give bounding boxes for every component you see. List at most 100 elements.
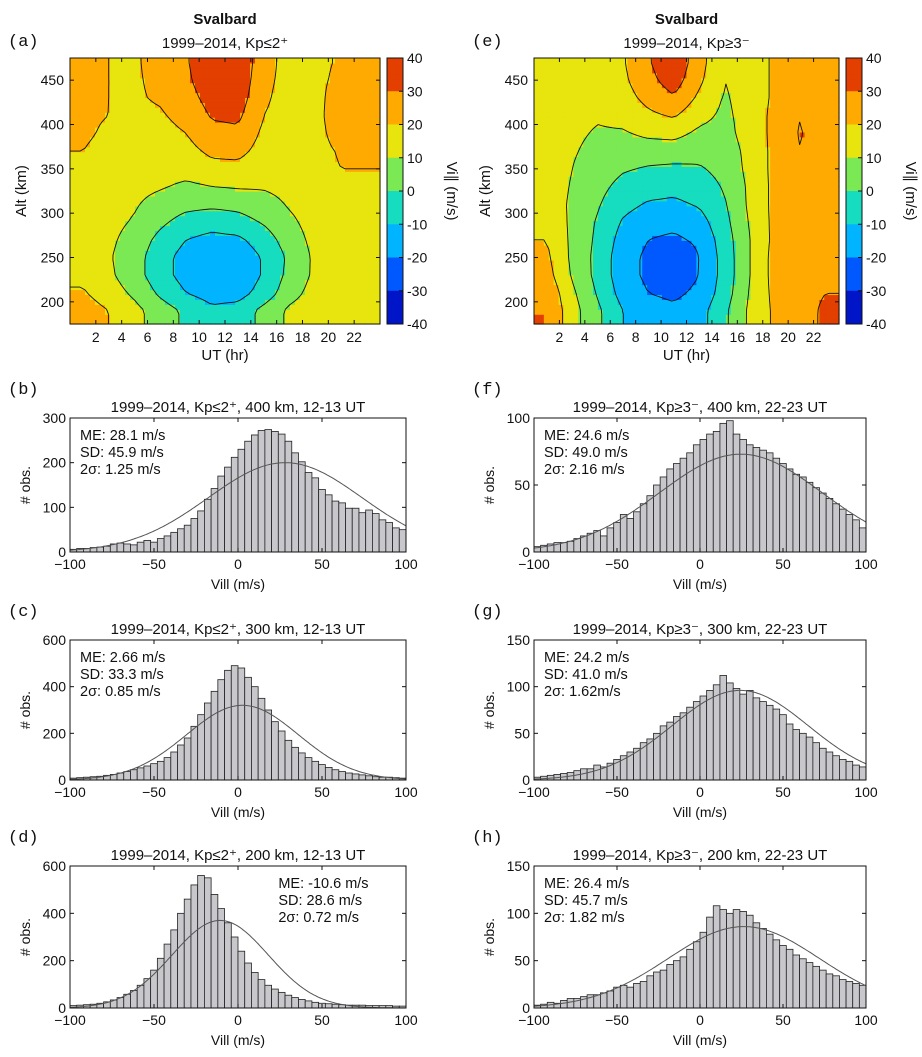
heatmap-cell — [120, 210, 126, 217]
heatmap-cell — [250, 67, 256, 74]
heatmap-cell — [320, 220, 326, 227]
heatmap-cell — [656, 279, 663, 286]
heatmap-cell — [100, 309, 106, 315]
heatmap-cell — [85, 259, 91, 266]
heatmap-cell — [365, 77, 371, 84]
heatmap-cell — [70, 136, 76, 143]
heatmap-cell — [270, 284, 276, 291]
heatmap-cell — [300, 245, 306, 251]
heatmap-cell — [240, 82, 246, 89]
heatmap-cell — [350, 240, 356, 246]
heatmap-cell — [175, 136, 181, 143]
heatmap-cell — [205, 319, 211, 325]
heatmap-cell — [305, 151, 311, 158]
heatmap-cell — [365, 240, 371, 246]
heatmap-cell — [320, 107, 326, 113]
heatmap-cell — [250, 166, 256, 172]
heatmap-cell — [155, 126, 161, 133]
heatmap-cell — [558, 294, 565, 300]
heatmap-cell — [647, 220, 653, 227]
heatmap-cell — [789, 225, 796, 232]
heatmap-cell — [165, 279, 171, 286]
heatmap-cell — [320, 92, 326, 99]
heatmap-cell — [350, 72, 356, 79]
heatmap-cell — [350, 112, 356, 118]
heatmap-cell — [140, 309, 146, 315]
heatmap-cell — [325, 274, 331, 281]
heatmap-cell — [80, 176, 86, 182]
heatmap-cell — [340, 107, 346, 113]
heatmap-cell — [696, 319, 702, 325]
heatmap-cell — [185, 264, 191, 271]
heatmap-cell — [740, 274, 747, 281]
heatmap-cell — [265, 58, 271, 64]
heatmap-cell — [270, 58, 276, 64]
heatmap-cell — [588, 319, 594, 325]
heatmap-cell — [235, 107, 241, 113]
heatmap-cell — [170, 309, 176, 315]
heatmap-cell — [195, 250, 201, 256]
heatmap-cell — [80, 215, 86, 222]
heatmap-cell — [335, 220, 341, 227]
heatmap-cell — [225, 161, 231, 167]
heatmap-cell — [330, 205, 336, 212]
heatmap-cell — [765, 294, 771, 300]
heatmap-cell — [80, 117, 86, 123]
heatmap-cell — [637, 210, 643, 217]
heatmap-cell — [125, 250, 131, 256]
heatmap-cell — [140, 141, 146, 148]
chart-title: Svalbard — [193, 11, 256, 28]
heatmap-cell — [553, 215, 560, 222]
heatmap-cell — [225, 186, 231, 192]
heatmap-cell — [75, 269, 81, 276]
heatmap-cell — [563, 240, 570, 246]
heatmap-cell — [105, 186, 111, 192]
heatmap-cell — [85, 235, 91, 241]
heatmap-cell — [100, 319, 106, 325]
heatmap-cell — [716, 264, 722, 271]
heatmap-cell — [95, 220, 101, 227]
heatmap-cell — [130, 62, 136, 69]
heatmap-cell — [647, 200, 653, 207]
heatmap-cell — [120, 274, 126, 281]
heatmap-cell — [285, 82, 291, 89]
heatmap-cell — [315, 235, 321, 241]
heatmap-cell — [195, 299, 201, 305]
heatmap-cell — [622, 215, 629, 222]
heatmap-cell — [320, 102, 326, 108]
heatmap-cell — [578, 264, 584, 271]
heatmap-cell — [779, 269, 786, 276]
heatmap-cell — [155, 92, 161, 99]
heatmap-cell — [819, 264, 825, 271]
heatmap-cell — [215, 279, 221, 286]
heatmap-cell — [375, 191, 381, 197]
heatmap-cell — [617, 319, 624, 325]
heatmap-cell — [563, 279, 570, 286]
heatmap-cell — [95, 72, 101, 79]
heatmap-cell — [375, 146, 381, 153]
heatmap-cell — [240, 92, 246, 99]
heatmap-cell — [190, 171, 196, 177]
heatmap-cell — [265, 245, 271, 251]
heatmap-cell — [548, 210, 555, 217]
heatmap-cell — [824, 210, 830, 217]
heatmap-cell — [200, 210, 206, 217]
heatmap-cell — [671, 304, 678, 310]
heatmap-cell — [300, 72, 306, 79]
heatmap-cell — [375, 309, 381, 315]
heatmap-cell — [330, 264, 336, 271]
heatmap-cell — [145, 62, 151, 69]
heatmap-cell — [265, 166, 271, 172]
heatmap-cell — [120, 156, 126, 163]
heatmap-cell — [215, 309, 221, 315]
heatmap-cell — [799, 245, 806, 251]
heatmap-cell — [150, 220, 156, 227]
heatmap-cell — [789, 230, 796, 236]
heatmap-cell — [130, 215, 136, 222]
heatmap-cell — [255, 304, 261, 310]
heatmap-cell — [789, 314, 796, 320]
heatmap-cell — [130, 146, 136, 153]
heatmap-cell — [145, 284, 151, 291]
heatmap-cell — [310, 186, 316, 192]
heatmap-cell — [70, 235, 76, 241]
